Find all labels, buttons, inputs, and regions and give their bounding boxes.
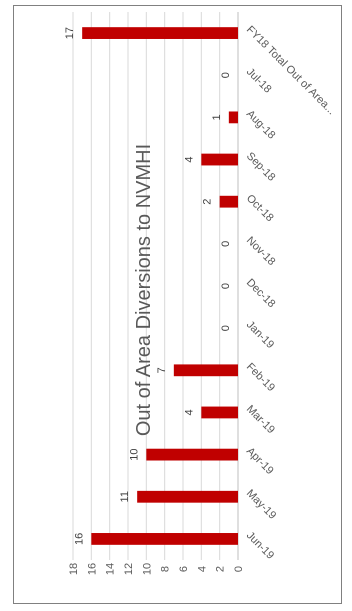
category-label: Sep-18 bbox=[244, 150, 278, 184]
bars bbox=[82, 27, 239, 545]
bar bbox=[201, 153, 238, 166]
value-axis-ticks: 02 468 10 12 14 16 18 bbox=[68, 563, 245, 575]
chart-border bbox=[13, 5, 342, 604]
category-label: Jan-19 bbox=[244, 319, 276, 351]
data-labels: 17 0 1 4 2 0 0 0 7 4 10 11 16 bbox=[64, 27, 232, 545]
data-label: 16 bbox=[73, 533, 85, 545]
value-tick-label: 2 bbox=[215, 566, 227, 572]
category-label: Dec-18 bbox=[244, 277, 278, 311]
category-label: May-19 bbox=[244, 487, 278, 521]
category-label: Apr-19 bbox=[244, 445, 276, 477]
data-label: 10 bbox=[128, 448, 140, 460]
value-tick-label: 16 bbox=[86, 563, 98, 575]
data-label: 1 bbox=[211, 114, 223, 120]
category-label: Jun-19 bbox=[244, 530, 276, 562]
value-tick-label: 8 bbox=[160, 566, 172, 572]
bar bbox=[146, 448, 238, 461]
value-tick-label: 10 bbox=[141, 563, 153, 575]
category-label: Feb-19 bbox=[244, 361, 277, 394]
category-label: Mar-19 bbox=[244, 403, 277, 436]
category-label: Oct-18 bbox=[244, 192, 276, 224]
value-tick-label: 0 bbox=[233, 566, 245, 572]
bar bbox=[173, 364, 238, 377]
value-tick-label: 14 bbox=[105, 563, 117, 575]
value-tick-label: 18 bbox=[68, 563, 80, 575]
value-tick-label: 4 bbox=[196, 566, 208, 572]
bar bbox=[91, 533, 238, 545]
gridlines bbox=[72, 12, 239, 560]
data-label: 0 bbox=[220, 72, 232, 78]
data-label: 4 bbox=[183, 156, 195, 162]
data-label: 7 bbox=[156, 367, 168, 373]
value-tick-label: 6 bbox=[178, 566, 190, 572]
data-label: 2 bbox=[202, 199, 214, 205]
bar bbox=[219, 195, 238, 208]
category-label: Aug-18 bbox=[244, 108, 278, 142]
bar bbox=[82, 27, 239, 39]
bar bbox=[137, 490, 238, 503]
bar bbox=[228, 111, 238, 124]
data-label: 4 bbox=[183, 409, 195, 415]
bar bbox=[201, 406, 238, 419]
data-label: 0 bbox=[220, 283, 232, 289]
category-label: Jul-18 bbox=[244, 66, 274, 96]
data-label: 0 bbox=[220, 241, 232, 247]
category-label: Nov-18 bbox=[244, 234, 278, 268]
category-axis-labels: FY18 Total Out of Area...Jul-18Aug-18Sep… bbox=[244, 24, 338, 562]
data-label: 0 bbox=[220, 325, 232, 331]
data-label: 11 bbox=[119, 491, 131, 502]
value-tick-label: 12 bbox=[123, 563, 135, 575]
chart-title: Out of Area Diversions to NVMHI bbox=[133, 144, 155, 436]
data-label: 17 bbox=[64, 27, 76, 39]
